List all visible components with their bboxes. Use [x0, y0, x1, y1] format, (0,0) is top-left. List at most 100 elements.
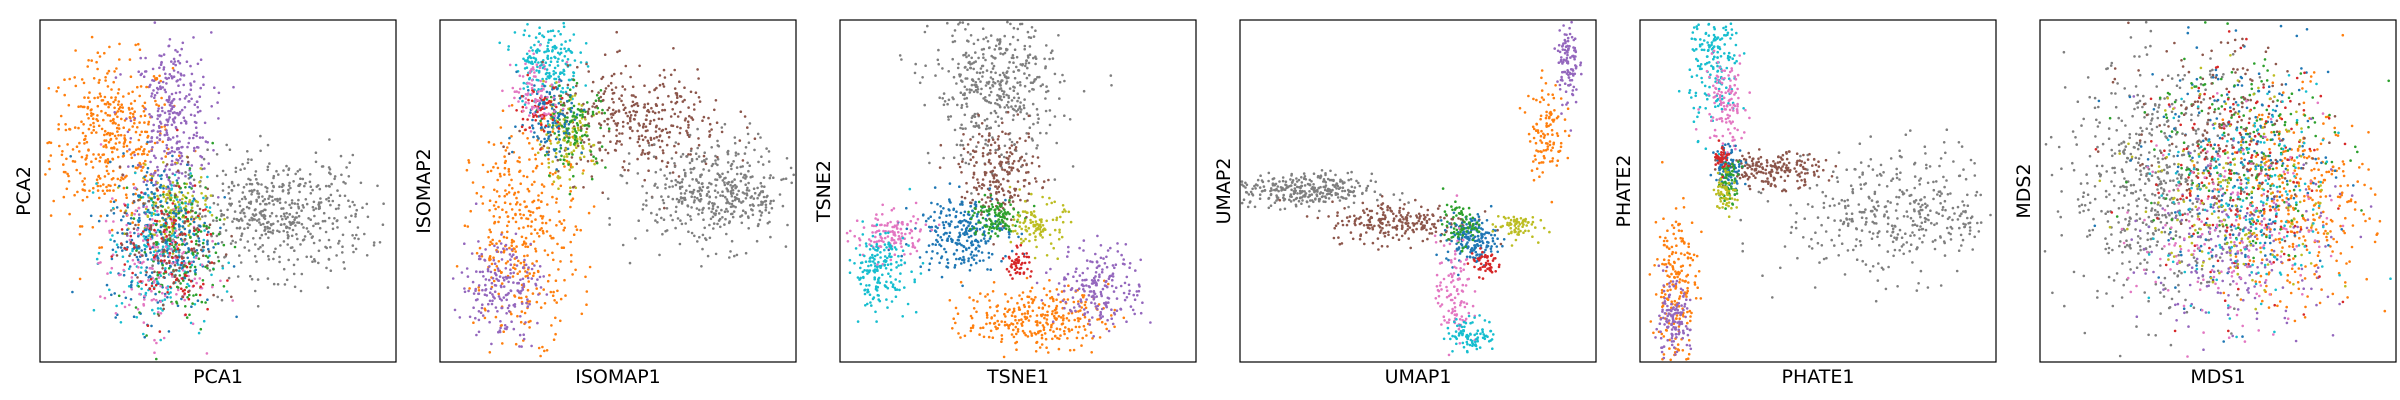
scatter-point-gray [958, 75, 962, 78]
scatter-point-olive [163, 232, 167, 236]
scatter-point-gray [725, 232, 728, 236]
scatter-point-green [194, 242, 198, 246]
scatter-point-orange [498, 239, 501, 243]
scatter-point-brown [168, 237, 172, 240]
scatter-point-gray [205, 196, 209, 200]
scatter-point-gray [726, 161, 730, 164]
scatter-point-green [214, 251, 218, 254]
scatter-point-purple [173, 150, 176, 154]
scatter-point-gray [707, 202, 710, 205]
scatter-point-blue [178, 225, 181, 228]
scatter-point-orange [80, 155, 84, 159]
scatter-point-blue [181, 266, 184, 270]
scatter-point-gray [726, 200, 729, 203]
scatter-point-brown [676, 115, 680, 118]
scatter-point-orange [75, 145, 79, 148]
scatter-point-purple [179, 151, 183, 155]
scatter-point-blue [146, 208, 150, 212]
scatter-point-red [160, 212, 164, 215]
scatter-point-gray [1068, 118, 1072, 121]
scatter-point-gray [1019, 63, 1022, 66]
scatter-point-orange [548, 171, 552, 175]
scatter-point-orange [510, 238, 514, 242]
scatter-point-gray [1008, 60, 1011, 64]
scatter-point-brown [686, 120, 690, 123]
scatter-point-cyan [120, 302, 124, 305]
scatter-point-gray [684, 171, 687, 175]
scatter-point-gray [674, 183, 678, 187]
scatter-point-brown [611, 113, 615, 117]
scatter-point-gray [967, 162, 971, 166]
scatter-point-blue [537, 137, 540, 140]
scatter-point-purple [496, 246, 499, 249]
scatter-point-red [172, 221, 176, 225]
scatter-point-blue [154, 204, 158, 208]
scatter-point-brown [128, 254, 131, 258]
scatter-point-gray [984, 96, 987, 99]
scatter-point-cyan [193, 303, 197, 306]
scatter-point-orange [152, 75, 156, 78]
scatter-point-orange [517, 227, 521, 230]
scatter-point-red [146, 324, 150, 328]
scatter-point-brown [206, 264, 209, 267]
scatter-point-orange [520, 235, 524, 239]
scatter-point-purple [480, 252, 483, 256]
scatter-point-green [560, 154, 563, 158]
scatter-point-gray [941, 67, 944, 70]
scatter-point-orange [496, 178, 499, 182]
scatter-point-gray [739, 179, 743, 183]
scatter-point-brown [676, 125, 679, 129]
scatter-point-gray [981, 64, 985, 68]
scatter-point-gray [744, 211, 747, 215]
scatter-point-gray [268, 162, 271, 165]
scatter-point-brown [595, 112, 598, 115]
scatter-point-gray [267, 230, 270, 233]
scatter-point-blue [565, 120, 568, 123]
scatter-point-brown [542, 144, 546, 148]
scatter-point-orange [120, 103, 123, 106]
scatter-point-gray [992, 80, 995, 84]
scatter-point-orange [528, 158, 531, 161]
scatter-point-orange [85, 156, 88, 160]
scatter-point-gray [689, 167, 692, 171]
scatter-point-gray [311, 188, 314, 192]
scatter-point-orange [103, 129, 107, 133]
scatter-point-gray [1028, 73, 1031, 77]
scatter-point-gray [1039, 131, 1042, 135]
scatter-point-purple [168, 116, 171, 119]
scatter-point-purple [187, 141, 190, 145]
scatter-point-orange [136, 85, 139, 89]
scatter-point-green [177, 211, 181, 215]
scatter-point-orange [493, 221, 496, 225]
scatter-point-gray [355, 233, 358, 237]
scatter-point-gray [276, 229, 279, 233]
scatter-point-blue [545, 139, 549, 143]
scatter-point-gray [201, 215, 204, 218]
scatter-point-orange [513, 294, 516, 297]
scatter-point-orange [125, 150, 129, 153]
scatter-point-orange [62, 163, 65, 166]
scatter-point-purple [156, 141, 159, 144]
scatter-point-gray [270, 211, 274, 215]
scatter-point-green [572, 78, 576, 82]
scatter-point-red [548, 99, 551, 103]
scatter-point-pink [181, 252, 184, 255]
scatter-point-gray [1037, 117, 1040, 120]
scatter-point-blue [118, 184, 121, 188]
scatter-point-orange [107, 140, 111, 144]
scatter-point-red [139, 280, 142, 283]
scatter-point-red [551, 118, 555, 122]
scatter-point-blue [573, 118, 576, 121]
scatter-point-orange [106, 189, 109, 192]
scatter-point-orange [550, 324, 553, 327]
scatter-point-orange [96, 189, 100, 192]
scatter-point-gray [990, 62, 994, 65]
scatter-point-blue [144, 192, 147, 196]
scatter-point-gray [298, 190, 301, 194]
scatter-point-gray [686, 213, 690, 217]
scatter-point-green [196, 252, 199, 255]
scatter-point-gray [276, 199, 279, 203]
scatter-point-olive [579, 137, 582, 141]
scatter-point-pink [200, 263, 204, 267]
scatter-point-gray [1071, 165, 1075, 168]
